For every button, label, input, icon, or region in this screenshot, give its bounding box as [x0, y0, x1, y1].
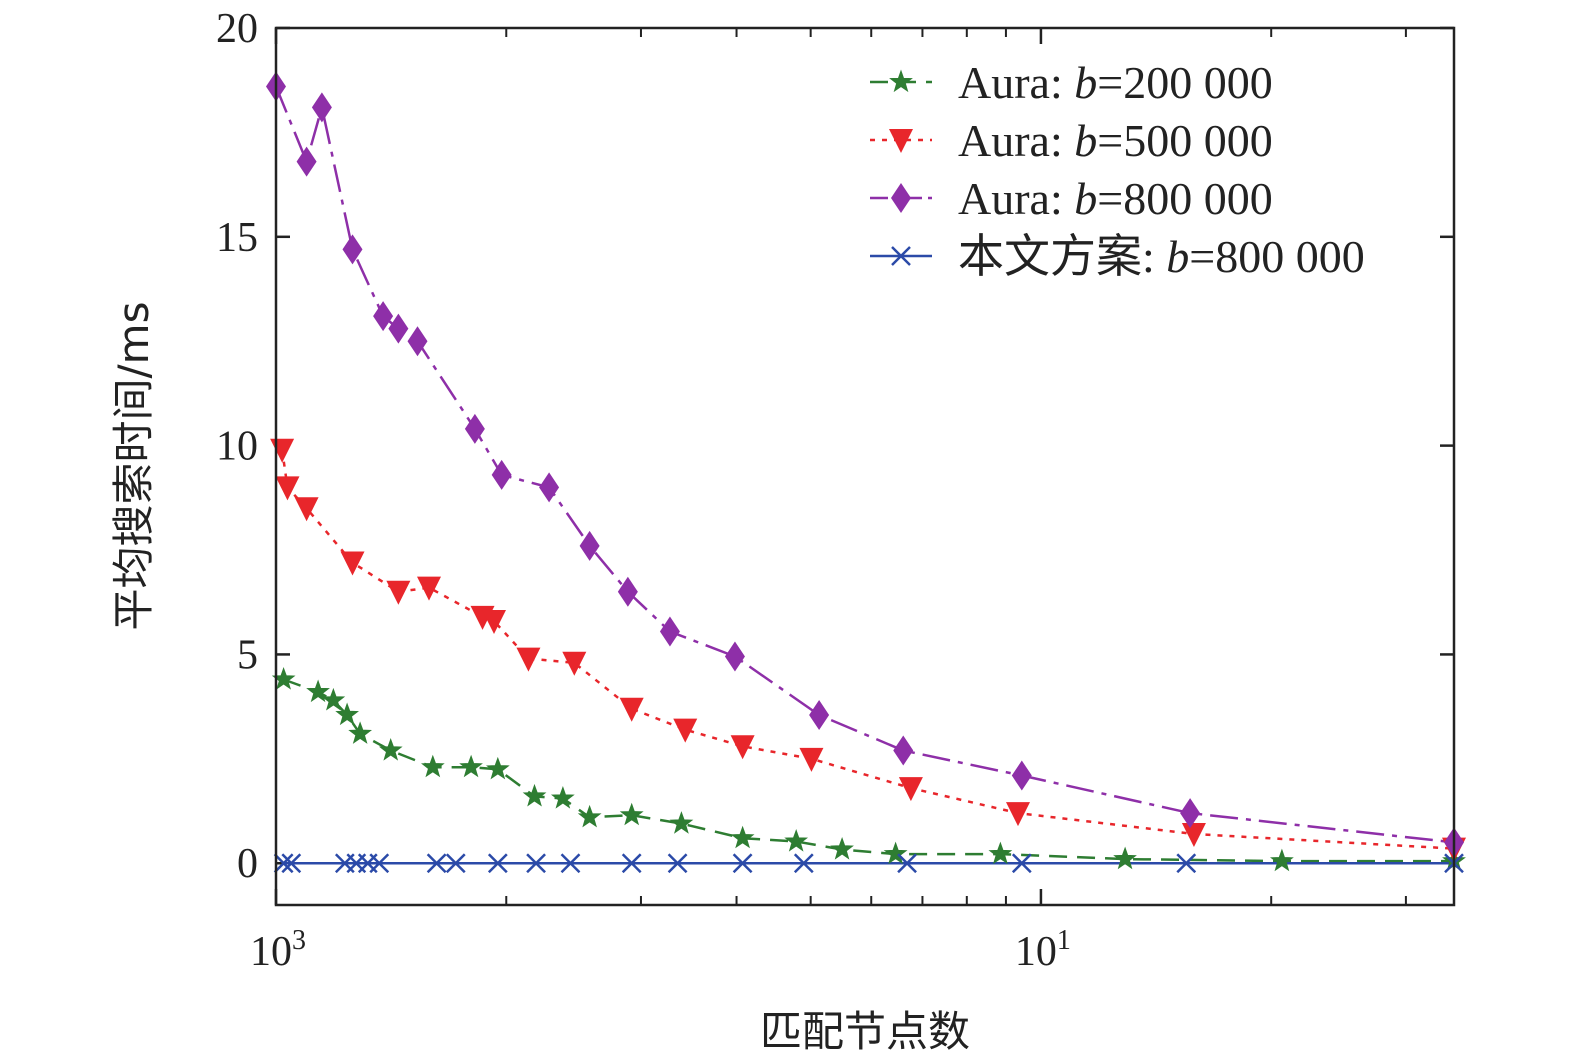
series-line-0 — [283, 678, 1454, 863]
x-marker — [793, 853, 814, 874]
series-line-1 — [280, 449, 1454, 850]
x-marker — [426, 853, 447, 874]
x-marker — [526, 853, 546, 874]
star-marker — [883, 841, 908, 865]
triangle-marker — [889, 129, 913, 153]
y-tick-label: 10 — [216, 424, 258, 470]
diamond-marker — [388, 313, 409, 344]
x-marker — [667, 853, 688, 874]
triangle-marker — [516, 647, 541, 672]
series-markers — [266, 71, 1466, 874]
x-marker — [897, 853, 917, 874]
diamond-marker — [342, 234, 363, 265]
triangle-marker — [1005, 802, 1030, 827]
diamond-marker — [659, 616, 680, 647]
x-marker — [891, 246, 911, 266]
star-marker — [1113, 846, 1137, 870]
star-marker — [988, 841, 1013, 865]
star-marker — [321, 687, 346, 711]
star-marker — [784, 829, 809, 852]
diamond-marker — [407, 326, 428, 357]
star-marker — [577, 804, 602, 828]
diamond-marker — [491, 459, 512, 490]
diamond-marker — [373, 301, 394, 332]
triangle-marker — [730, 735, 755, 760]
star-marker — [550, 786, 575, 809]
x-marker — [487, 853, 508, 874]
star-marker — [1269, 848, 1294, 872]
plot-frame — [274, 26, 1456, 907]
x-marker — [621, 853, 642, 874]
triangle-marker — [482, 610, 507, 635]
x-marker — [445, 853, 466, 874]
diamond-marker — [617, 576, 638, 607]
triangle-marker — [1181, 823, 1206, 848]
series-lines — [276, 86, 1454, 865]
diamond-marker — [893, 735, 914, 766]
diamond-marker — [809, 699, 830, 730]
star-marker — [378, 738, 403, 761]
star-marker — [669, 811, 694, 834]
x-marker — [273, 853, 294, 874]
star-marker — [522, 783, 547, 807]
triangle-marker — [294, 497, 319, 522]
star-marker — [889, 69, 913, 93]
triangle-marker — [386, 580, 411, 605]
y-tick-label: 15 — [216, 215, 258, 261]
triangle-marker — [619, 697, 644, 722]
y-tick-label: 20 — [216, 6, 258, 52]
triangle-marker — [275, 476, 300, 501]
legend-label-1: Aura: b=500 000 — [958, 115, 1273, 166]
x-marker — [732, 853, 753, 874]
x-marker — [281, 853, 302, 874]
triangle-marker — [799, 747, 824, 772]
star-marker — [306, 679, 330, 703]
star-marker — [348, 721, 372, 744]
x-marker — [560, 853, 581, 874]
x-tick-label: 101 — [1015, 925, 1071, 975]
diamond-marker — [579, 530, 600, 561]
diamond-marker — [891, 183, 911, 213]
diamond-marker — [296, 146, 317, 177]
y-tick-label: 5 — [237, 632, 258, 678]
x-tick-label: 103 — [250, 925, 306, 975]
star-marker — [486, 756, 510, 780]
diamond-marker — [539, 472, 560, 503]
triangle-marker — [340, 551, 365, 576]
diamond-marker — [724, 641, 745, 672]
x-marker — [369, 853, 390, 874]
triangle-marker — [673, 718, 698, 743]
diamond-marker — [1011, 760, 1032, 791]
triangle-marker — [562, 651, 587, 676]
triangle-marker — [416, 576, 441, 601]
star-marker — [830, 837, 854, 860]
x-marker — [1176, 853, 1197, 874]
legend-label-2: Aura: b=800 000 — [958, 173, 1273, 224]
diamond-marker — [1180, 798, 1201, 829]
star-marker — [335, 702, 359, 726]
triangle-marker — [898, 777, 923, 802]
star-marker — [421, 754, 445, 778]
diamond-marker — [464, 413, 485, 444]
x-axis-title: 匹配节点数 — [760, 1007, 970, 1056]
x-marker — [1011, 853, 1032, 874]
legend: Aura: b=200 000 Aura: b=500 000 Aura: b=80… — [870, 57, 1365, 282]
legend-label-3: 本文方案: b=800 000 — [958, 231, 1365, 282]
tick-labels: 0 5 10 15 20 103 101 — [216, 6, 1071, 975]
star-marker — [730, 825, 755, 849]
diamond-marker — [311, 92, 332, 123]
y-axis-title: 平均搜索时间/ms — [109, 302, 158, 631]
y-tick-label: 0 — [237, 841, 258, 887]
triangle-marker — [270, 438, 295, 463]
legend-label-0: Aura: b=200 000 — [958, 57, 1273, 108]
star-marker — [619, 802, 644, 826]
series-line-2 — [276, 86, 1454, 844]
star-marker — [459, 754, 483, 778]
